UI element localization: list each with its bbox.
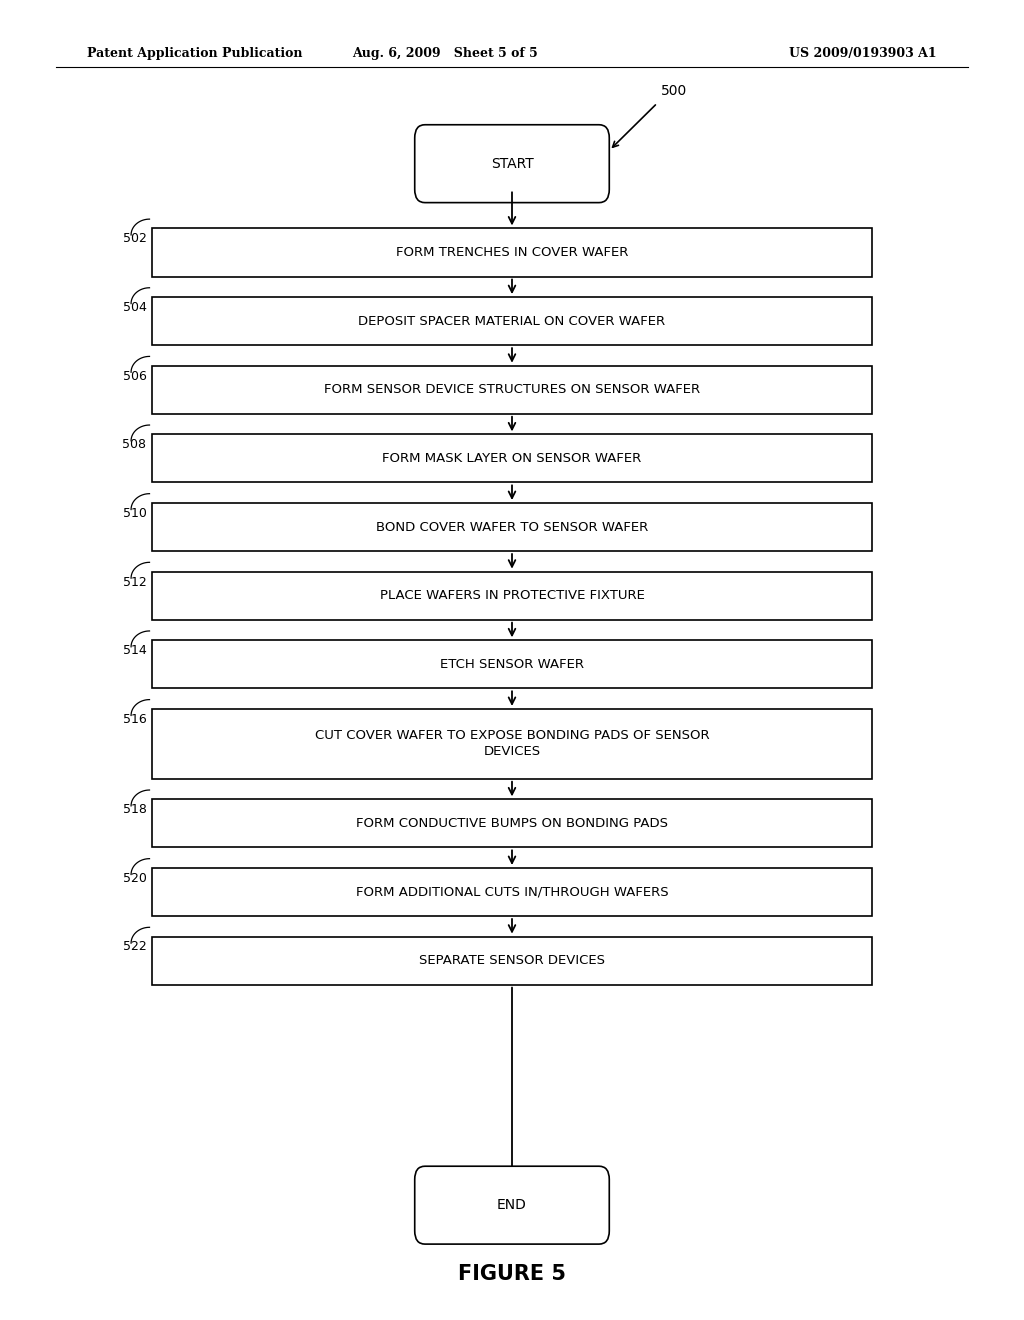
Text: FORM ADDITIONAL CUTS IN/THROUGH WAFERS: FORM ADDITIONAL CUTS IN/THROUGH WAFERS — [355, 886, 669, 899]
Text: 514: 514 — [123, 644, 146, 657]
FancyBboxPatch shape — [152, 572, 872, 619]
Text: FORM SENSOR DEVICE STRUCTURES ON SENSOR WAFER: FORM SENSOR DEVICE STRUCTURES ON SENSOR … — [324, 383, 700, 396]
Text: FIGURE 5: FIGURE 5 — [458, 1263, 566, 1284]
Text: 508: 508 — [123, 438, 146, 451]
Text: 522: 522 — [123, 940, 146, 953]
FancyBboxPatch shape — [152, 799, 872, 847]
Text: 518: 518 — [123, 803, 146, 816]
Text: FORM MASK LAYER ON SENSOR WAFER: FORM MASK LAYER ON SENSOR WAFER — [382, 451, 642, 465]
Text: Patent Application Publication: Patent Application Publication — [87, 48, 302, 59]
Text: 506: 506 — [123, 370, 146, 383]
Text: CUT COVER WAFER TO EXPOSE BONDING PADS OF SENSOR
DEVICES: CUT COVER WAFER TO EXPOSE BONDING PADS O… — [314, 730, 710, 758]
Text: 502: 502 — [123, 232, 146, 246]
Text: 520: 520 — [123, 871, 146, 884]
FancyBboxPatch shape — [152, 297, 872, 345]
Text: 500: 500 — [660, 83, 687, 98]
Text: 504: 504 — [123, 301, 146, 314]
Text: BOND COVER WAFER TO SENSOR WAFER: BOND COVER WAFER TO SENSOR WAFER — [376, 520, 648, 533]
Text: START: START — [490, 157, 534, 170]
FancyBboxPatch shape — [152, 640, 872, 688]
FancyBboxPatch shape — [152, 228, 872, 277]
Text: Aug. 6, 2009   Sheet 5 of 5: Aug. 6, 2009 Sheet 5 of 5 — [352, 48, 539, 59]
Text: ETCH SENSOR WAFER: ETCH SENSOR WAFER — [440, 657, 584, 671]
Text: FORM CONDUCTIVE BUMPS ON BONDING PADS: FORM CONDUCTIVE BUMPS ON BONDING PADS — [356, 817, 668, 830]
FancyBboxPatch shape — [415, 1167, 609, 1243]
FancyBboxPatch shape — [415, 125, 609, 202]
FancyBboxPatch shape — [152, 709, 872, 779]
FancyBboxPatch shape — [152, 434, 872, 482]
FancyBboxPatch shape — [152, 867, 872, 916]
Text: 516: 516 — [123, 713, 146, 726]
Text: 512: 512 — [123, 576, 146, 589]
Text: FORM TRENCHES IN COVER WAFER: FORM TRENCHES IN COVER WAFER — [396, 246, 628, 259]
FancyBboxPatch shape — [152, 936, 872, 985]
Text: 510: 510 — [123, 507, 146, 520]
FancyBboxPatch shape — [152, 503, 872, 550]
Text: SEPARATE SENSOR DEVICES: SEPARATE SENSOR DEVICES — [419, 954, 605, 968]
Text: DEPOSIT SPACER MATERIAL ON COVER WAFER: DEPOSIT SPACER MATERIAL ON COVER WAFER — [358, 314, 666, 327]
FancyBboxPatch shape — [152, 366, 872, 413]
Text: US 2009/0193903 A1: US 2009/0193903 A1 — [790, 48, 937, 59]
Text: PLACE WAFERS IN PROTECTIVE FIXTURE: PLACE WAFERS IN PROTECTIVE FIXTURE — [380, 589, 644, 602]
Text: END: END — [497, 1199, 527, 1212]
